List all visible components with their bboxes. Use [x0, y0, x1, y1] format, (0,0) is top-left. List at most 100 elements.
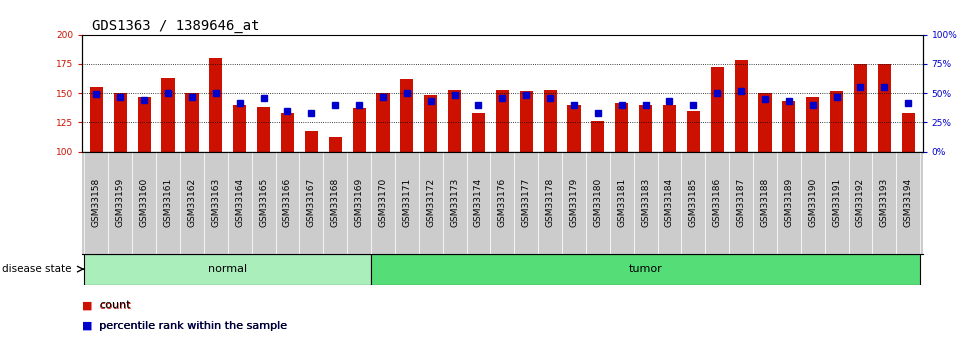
Text: GSM33170: GSM33170	[379, 178, 387, 227]
Bar	[520, 91, 533, 152]
Bar	[896, 152, 921, 254]
Text: GSM33173: GSM33173	[450, 178, 459, 227]
Bar	[681, 152, 705, 254]
Text: GSM33164: GSM33164	[235, 178, 244, 227]
Text: GSM33168: GSM33168	[330, 178, 340, 227]
Text: GSM33191: GSM33191	[832, 178, 841, 227]
Text: GSM33161: GSM33161	[163, 178, 173, 227]
Bar	[371, 152, 395, 254]
Bar	[161, 78, 175, 152]
Text: GSM33189: GSM33189	[784, 178, 793, 227]
Bar	[324, 152, 347, 254]
Bar	[299, 152, 324, 254]
Bar	[878, 64, 891, 152]
Bar	[304, 131, 318, 152]
Bar	[251, 152, 275, 254]
Bar	[448, 90, 461, 152]
Bar	[496, 90, 509, 152]
Bar	[84, 254, 371, 285]
Bar	[825, 152, 848, 254]
Text: ■  percentile rank within the sample: ■ percentile rank within the sample	[82, 321, 288, 331]
Text: GSM33183: GSM33183	[641, 178, 650, 227]
Bar	[562, 152, 586, 254]
Text: GSM33176: GSM33176	[497, 178, 507, 227]
Bar	[132, 152, 156, 254]
Bar	[711, 67, 724, 152]
Bar	[400, 79, 413, 152]
Text: GSM33162: GSM33162	[187, 178, 196, 227]
Text: GSM33166: GSM33166	[283, 178, 292, 227]
Text: GSM33177: GSM33177	[522, 178, 530, 227]
Text: GSM33192: GSM33192	[856, 178, 865, 227]
Bar	[567, 105, 581, 152]
Bar	[634, 152, 658, 254]
Text: GSM33159: GSM33159	[116, 178, 125, 227]
Bar	[395, 152, 418, 254]
Bar	[228, 152, 251, 254]
Text: tumor: tumor	[629, 264, 663, 274]
Bar	[156, 152, 180, 254]
Bar	[901, 113, 915, 152]
Bar	[610, 152, 634, 254]
Text: count: count	[99, 300, 131, 310]
Text: GSM33171: GSM33171	[402, 178, 412, 227]
Bar	[281, 113, 294, 152]
Bar	[353, 108, 366, 152]
Bar	[848, 152, 872, 254]
Bar	[328, 137, 342, 152]
Bar	[544, 90, 556, 152]
Text: GSM33158: GSM33158	[92, 178, 100, 227]
Bar	[801, 152, 825, 254]
Bar	[275, 152, 299, 254]
Text: GSM33190: GSM33190	[809, 178, 817, 227]
Bar	[491, 152, 514, 254]
Bar	[210, 58, 222, 152]
Bar	[418, 152, 442, 254]
Text: GSM33169: GSM33169	[355, 178, 363, 227]
Bar	[777, 152, 801, 254]
Bar	[872, 152, 896, 254]
Text: GDS1363 / 1389646_at: GDS1363 / 1389646_at	[92, 19, 259, 33]
Bar	[658, 152, 681, 254]
Bar	[514, 152, 538, 254]
Text: GSM33172: GSM33172	[426, 178, 436, 227]
Bar	[108, 152, 132, 254]
Text: disease state: disease state	[2, 264, 71, 274]
Bar	[615, 102, 628, 152]
Text: GSM33188: GSM33188	[760, 178, 770, 227]
Bar	[377, 93, 389, 152]
Bar	[442, 152, 467, 254]
Bar	[84, 152, 108, 254]
Bar	[471, 113, 485, 152]
Text: GSM33193: GSM33193	[880, 178, 889, 227]
Text: GSM33186: GSM33186	[713, 178, 722, 227]
Bar	[371, 254, 921, 285]
Text: GSM33184: GSM33184	[665, 178, 674, 227]
Bar	[137, 97, 151, 152]
Bar	[424, 96, 438, 152]
Bar	[807, 97, 819, 152]
Text: GSM33181: GSM33181	[617, 178, 626, 227]
Bar	[591, 121, 605, 152]
Text: GSM33165: GSM33165	[259, 178, 268, 227]
Text: GSM33163: GSM33163	[212, 178, 220, 227]
Bar	[185, 93, 198, 152]
Text: GSM33160: GSM33160	[140, 178, 149, 227]
Bar	[204, 152, 228, 254]
Text: GSM33187: GSM33187	[737, 178, 746, 227]
Text: ■  count: ■ count	[82, 300, 131, 310]
Text: percentile rank within the sample: percentile rank within the sample	[99, 321, 287, 331]
Bar	[90, 87, 103, 152]
Bar	[586, 152, 610, 254]
Bar	[854, 64, 867, 152]
Bar	[114, 93, 127, 152]
Text: GSM33185: GSM33185	[689, 178, 697, 227]
Bar	[830, 91, 843, 152]
Bar	[758, 93, 772, 152]
Text: normal: normal	[209, 264, 247, 274]
Bar	[734, 60, 748, 152]
Text: GSM33194: GSM33194	[904, 178, 913, 227]
Bar	[347, 152, 371, 254]
Bar	[257, 107, 270, 152]
Bar	[729, 152, 753, 254]
